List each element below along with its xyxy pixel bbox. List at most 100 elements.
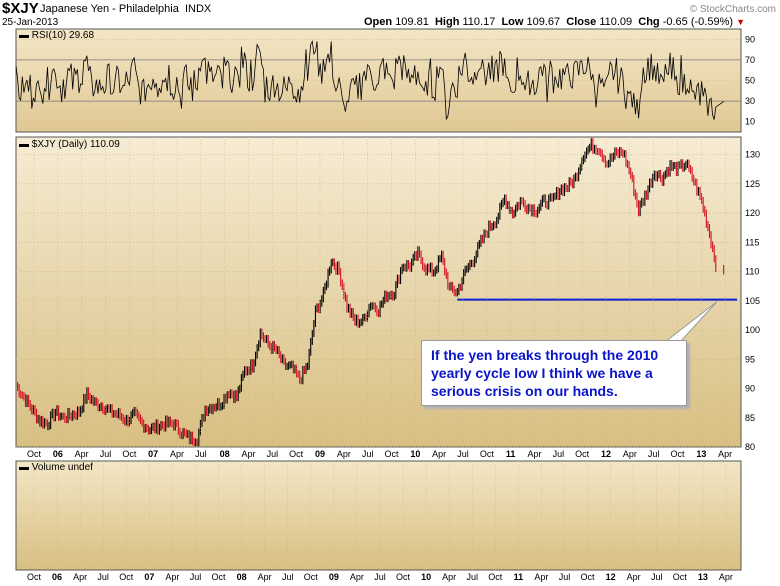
x-tick-label: Jul bbox=[648, 449, 660, 459]
x-tick-label: Apr bbox=[350, 572, 364, 582]
rsi-tick-label: 50 bbox=[745, 76, 755, 86]
chg-label: Chg bbox=[638, 16, 660, 28]
x-tick-label: Apr bbox=[718, 449, 732, 459]
x-tick-label: Apr bbox=[337, 449, 351, 459]
x-tick-label: Jul bbox=[100, 449, 112, 459]
rsi-tick-label: 90 bbox=[745, 34, 755, 44]
low-label: Low bbox=[501, 16, 524, 28]
price-series bbox=[17, 138, 725, 447]
exchange: INDX bbox=[184, 3, 212, 15]
open-value: 109.81 bbox=[395, 16, 429, 28]
x-tick-label: Jul bbox=[267, 449, 279, 459]
price-label-text: $XJY (Daily) 110.09 bbox=[31, 139, 120, 150]
down-arrow-icon: ▼ bbox=[736, 17, 746, 27]
x-tick-label: Apr bbox=[534, 572, 548, 582]
open-label: Open bbox=[364, 16, 393, 28]
price-tick-label: 95 bbox=[745, 354, 755, 364]
x-tick-label: Oct bbox=[488, 572, 503, 582]
x-tick-label: Jul bbox=[362, 449, 374, 459]
price-tick-label: 85 bbox=[745, 413, 755, 423]
price-tick-label: 80 bbox=[745, 442, 755, 452]
price-axis: 80 85 90 95 100 105 110 115 120 125 130 bbox=[745, 150, 760, 452]
volume-label: ▬ Volume undef bbox=[19, 462, 93, 473]
x-tick-label: Oct bbox=[396, 572, 411, 582]
low-value: 109.67 bbox=[526, 16, 561, 28]
x-tick-label: Jul bbox=[553, 449, 565, 459]
x-tick-label: Oct bbox=[304, 572, 319, 582]
x-tick-label: 13 bbox=[696, 449, 706, 459]
x-tick-label: Oct bbox=[673, 572, 688, 582]
x-tick-label: Jul bbox=[651, 572, 663, 582]
symbol: $XJY bbox=[2, 0, 39, 17]
x-tick-label: Apr bbox=[241, 449, 255, 459]
rsi-label-text: RSI(10) 29.68 bbox=[31, 30, 95, 41]
x-tick-label: Jul bbox=[559, 572, 571, 582]
x-tick-label: 12 bbox=[606, 572, 616, 582]
x-tick-label: 11 bbox=[514, 572, 524, 582]
price-tick-label: 110 bbox=[745, 267, 759, 277]
quote-summary: Open 109.81 High 110.17 Low 109.67 Close… bbox=[364, 16, 745, 28]
x-tick-label: 07 bbox=[148, 449, 158, 459]
x-tick-label: 06 bbox=[53, 449, 63, 459]
high-value: 110.17 bbox=[462, 16, 496, 28]
x-tick-label: Oct bbox=[289, 449, 304, 459]
chg-value: -0.65 (-0.59%) bbox=[662, 16, 734, 28]
brand-watermark: © StockCharts.com bbox=[689, 4, 776, 15]
price-tick-label: 105 bbox=[745, 296, 760, 306]
x-tick-label: Jul bbox=[195, 449, 207, 459]
volume-swatch-icon: ▬ bbox=[19, 462, 29, 473]
x-tick-label: Oct bbox=[384, 449, 399, 459]
x-tick-label: Apr bbox=[432, 449, 446, 459]
x-tick-label: Oct bbox=[670, 449, 685, 459]
instrument-title: Japanese Yen - Philadelphia bbox=[40, 3, 179, 15]
rsi-swatch-icon: ▬ bbox=[19, 30, 29, 41]
quote-date: 25-Jan-2013 bbox=[2, 17, 59, 28]
rsi-tick-label: 30 bbox=[745, 96, 755, 106]
close-value: 110.09 bbox=[599, 16, 633, 28]
x-tick-label: Oct bbox=[480, 449, 495, 459]
annotation-callout: If the yen breaks through the 2010 yearl… bbox=[421, 340, 687, 406]
volume-panel bbox=[15, 460, 742, 571]
price-tick-label: 100 bbox=[745, 325, 760, 335]
x-tick-label: Oct bbox=[27, 572, 42, 582]
price-label: ▬ $XJY (Daily) 110.09 bbox=[19, 139, 120, 150]
x-tick-label: Apr bbox=[627, 572, 641, 582]
x-tick-label: Oct bbox=[119, 572, 134, 582]
instrument-name: Japanese Yen - Philadelphia INDX bbox=[40, 3, 211, 15]
annotation-text: If the yen breaks through the 2010 yearl… bbox=[431, 347, 659, 399]
price-tick-label: 125 bbox=[745, 179, 760, 189]
x-tick-label: Oct bbox=[581, 572, 596, 582]
x-tick-label: 09 bbox=[315, 449, 325, 459]
x-tick-label: 07 bbox=[144, 572, 154, 582]
x-tick-label: Apr bbox=[719, 572, 733, 582]
x-tick-label: Oct bbox=[122, 449, 137, 459]
x-tick-label: Jul bbox=[282, 572, 294, 582]
rsi-axis: 10 30 50 70 90 bbox=[745, 34, 755, 126]
x-tick-label: 10 bbox=[421, 572, 431, 582]
x-tick-label: 08 bbox=[237, 572, 247, 582]
price-tick-label: 120 bbox=[745, 208, 760, 218]
x-tick-label: Oct bbox=[212, 572, 227, 582]
rsi-tick-label: 70 bbox=[745, 55, 755, 65]
x-tick-label: 10 bbox=[410, 449, 420, 459]
x-tick-label: Apr bbox=[75, 449, 89, 459]
rsi-line bbox=[15, 40, 724, 121]
x-tick-label: Jul bbox=[190, 572, 202, 582]
volume-label-text: Volume undef bbox=[31, 462, 93, 473]
x-tick-label: Jul bbox=[97, 572, 109, 582]
price-swatch-icon: ▬ bbox=[19, 139, 29, 150]
x-tick-label: Apr bbox=[258, 572, 272, 582]
high-label: High bbox=[434, 16, 460, 28]
x-tick-label: 11 bbox=[506, 449, 516, 459]
x-tick-label: Apr bbox=[442, 572, 456, 582]
x-tick-label: Oct bbox=[575, 449, 590, 459]
rsi-label: ▬ RSI(10) 29.68 bbox=[19, 30, 94, 41]
x-tick-label: Apr bbox=[73, 572, 87, 582]
x-tick-label: Jul bbox=[466, 572, 478, 582]
x-tick-label: Apr bbox=[165, 572, 179, 582]
x-tick-label: 13 bbox=[698, 572, 708, 582]
x-tick-label: 06 bbox=[52, 572, 62, 582]
x-tick-label: Oct bbox=[27, 449, 42, 459]
x-tick-label: Apr bbox=[527, 449, 541, 459]
